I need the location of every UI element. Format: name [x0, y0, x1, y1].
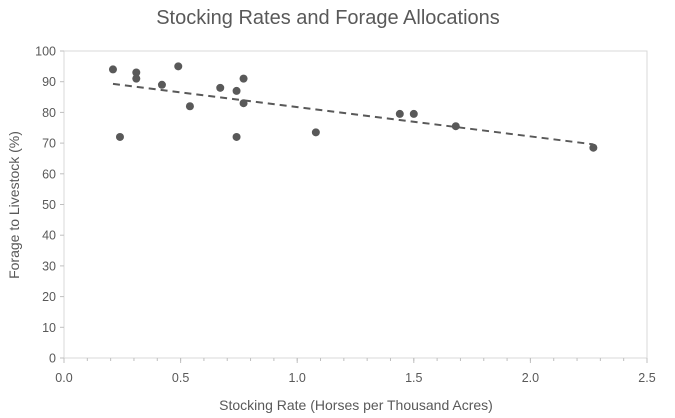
- y-tick-label: 40: [42, 229, 56, 243]
- y-tick-label: 10: [42, 321, 56, 335]
- y-tick-label: 50: [42, 198, 56, 212]
- data-point: [451, 122, 460, 131]
- data-point: [589, 143, 598, 152]
- data-point: [132, 68, 141, 77]
- chart-title: Stocking Rates and Forage Allocations: [156, 7, 500, 29]
- data-point: [395, 109, 404, 118]
- x-axis: 0.0 0.5 1.0 1.5 2.0 2.5: [55, 358, 656, 385]
- y-tick-label: 20: [42, 290, 56, 304]
- y-tick-label: 60: [42, 167, 56, 181]
- x-tick-label: 1.0: [289, 371, 306, 385]
- y-axis: 0 10 20 30 40 50 60 70 80 90 100: [35, 45, 64, 366]
- data-point: [115, 132, 124, 141]
- data-point: [216, 83, 225, 92]
- data-point: [232, 86, 241, 95]
- data-points: [108, 62, 598, 152]
- y-tick-label: 90: [42, 75, 56, 89]
- x-tick-label: 2.0: [522, 371, 539, 385]
- data-point: [132, 74, 141, 83]
- y-tick-label: 30: [42, 259, 56, 273]
- y-tick-label: 100: [35, 45, 56, 59]
- y-tick-label: 0: [49, 352, 56, 366]
- x-tick-label: 2.5: [638, 371, 655, 385]
- y-tick-label: 70: [42, 137, 56, 151]
- data-point: [239, 99, 248, 108]
- data-point: [174, 62, 183, 71]
- x-tick-label: 1.5: [405, 371, 422, 385]
- x-tick-label: 0.0: [55, 371, 72, 385]
- y-axis-label: Forage to Livestock (%): [6, 131, 22, 279]
- data-point: [232, 132, 241, 141]
- x-axis-label: Stocking Rate (Horses per Thousand Acres…: [219, 397, 493, 413]
- data-point: [157, 80, 166, 89]
- data-point: [239, 74, 248, 83]
- data-point: [311, 128, 320, 137]
- plot-area-border: [63, 50, 648, 359]
- trendline-layer: [112, 82, 594, 146]
- data-point: [185, 102, 194, 111]
- data-point: [108, 65, 117, 74]
- data-point: [409, 109, 418, 118]
- x-tick-label: 0.5: [172, 371, 189, 385]
- trendline: [112, 82, 594, 146]
- y-tick-label: 80: [42, 106, 56, 120]
